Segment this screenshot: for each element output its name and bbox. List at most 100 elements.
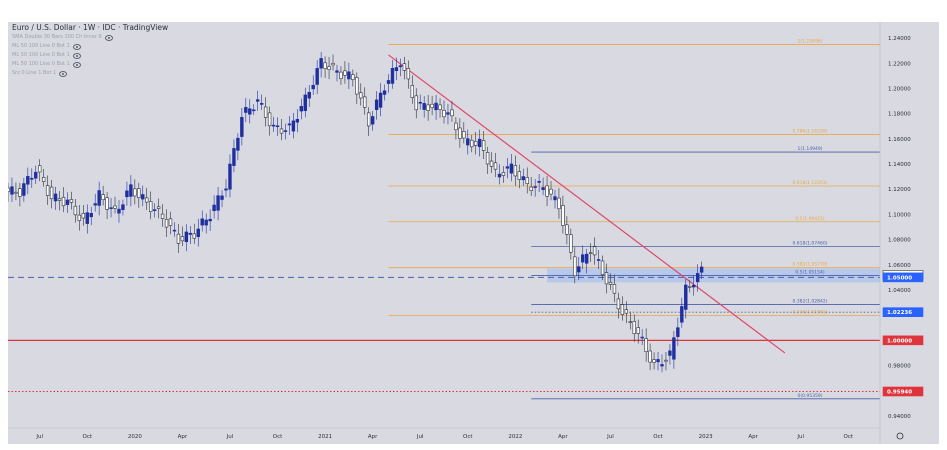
candle-body <box>569 234 573 253</box>
fib-level-label: 0.236(1.01981) <box>792 309 827 315</box>
candle-body <box>125 190 129 198</box>
price-badge-label: 1.00000 <box>887 338 912 344</box>
candle-body <box>363 96 367 108</box>
candle-body <box>252 109 256 112</box>
candle-body <box>315 68 319 85</box>
candle-body <box>196 228 200 238</box>
candle-body <box>624 309 629 314</box>
candle-body <box>41 177 46 182</box>
candle-body <box>232 148 236 166</box>
candle-body <box>81 212 86 219</box>
fib-level-label: 0.5(1.09415) <box>795 216 825 222</box>
indicator-row[interactable]: Srz 0 Line 1 Bot 1 <box>12 69 168 78</box>
candle-body <box>442 109 446 118</box>
candle-body <box>366 112 371 127</box>
candle-body <box>256 99 260 102</box>
eye-icon[interactable] <box>59 70 68 77</box>
candle-body <box>38 165 42 173</box>
candle-body <box>672 337 676 360</box>
candle-body <box>109 207 113 209</box>
x-tick-label: Apr <box>558 434 568 440</box>
candle-body <box>355 77 359 95</box>
candle-body <box>61 196 66 207</box>
descending-trendline <box>388 54 786 354</box>
eye-icon[interactable] <box>72 52 81 59</box>
candle-body <box>275 125 280 128</box>
indicator-row[interactable]: ML 50 100 Line 0 Bot 1 <box>12 60 168 69</box>
candle-body <box>699 266 704 273</box>
candle-body <box>581 254 585 263</box>
candle-body <box>458 127 462 139</box>
y-tick-label: 1.20000 <box>888 86 911 92</box>
x-tick-label: Jul <box>35 434 43 440</box>
y-tick-label: 1.22000 <box>888 61 911 67</box>
candle-body <box>65 199 70 205</box>
chart-legend: Euro / U.S. Dollar · 1W · IDC · TradingV… <box>12 22 168 78</box>
price-badge-label: 1.05000 <box>887 275 912 281</box>
candle-body <box>160 213 165 219</box>
candle-body <box>164 218 169 228</box>
candle-body <box>279 128 284 134</box>
candle-body <box>180 236 185 242</box>
candle-body <box>113 205 117 209</box>
indicator-label: ML 50 100 Line 0 Bot 1 <box>12 52 70 58</box>
x-tick-label: 2021 <box>318 434 332 440</box>
candle-body <box>660 364 664 367</box>
x-tick-label: Oct <box>83 434 93 440</box>
candle-body <box>680 306 684 323</box>
candle-body <box>497 173 502 178</box>
candle-body <box>89 213 93 218</box>
candle-body <box>172 229 177 232</box>
eye-icon[interactable] <box>72 43 81 50</box>
candle-body <box>481 140 486 151</box>
candle-body <box>133 188 137 197</box>
candle-body <box>73 205 78 216</box>
candle-body <box>616 298 621 310</box>
candle-body <box>53 193 58 202</box>
x-tick-label: 2022 <box>508 434 522 440</box>
candle-body <box>236 137 240 151</box>
candle-body <box>608 281 613 285</box>
candle-body <box>327 66 331 70</box>
candle-body <box>406 68 411 80</box>
y-tick-label: 0.94000 <box>888 414 911 420</box>
x-tick-label: Apr <box>368 434 378 440</box>
fib-level-label: 0.382(1.05770) <box>792 262 827 268</box>
candle-body <box>117 208 121 214</box>
candle-body <box>374 99 379 110</box>
candle-body <box>612 284 617 294</box>
y-tick-label: 1.10000 <box>888 212 911 218</box>
candle-body <box>695 273 700 283</box>
candle-body <box>184 231 189 243</box>
candle-body <box>438 104 442 110</box>
candle-body <box>271 124 276 127</box>
candle-body <box>501 172 506 176</box>
indicator-row[interactable]: SMA Double 30 Bars 100 Ch Inner 9 <box>12 33 168 42</box>
indicator-row[interactable]: ML 50 100 Line 0 Bot 1 <box>12 51 168 60</box>
candle-body <box>402 63 407 71</box>
indicator-row[interactable]: ML 50 100 Line 0 Bot 1 <box>12 42 168 51</box>
candle-body <box>240 117 244 137</box>
candle-body <box>664 359 668 362</box>
candle-body <box>644 338 648 352</box>
candle-body <box>382 90 387 95</box>
candle-body <box>212 204 216 212</box>
candle-body <box>168 218 173 226</box>
candle-body <box>430 103 434 108</box>
candlestick-chart[interactable]: 1(1.23496) 0.786(1.16339) 0.618(1.12253) 0.… <box>6 22 939 444</box>
candle-body <box>347 71 351 80</box>
settings-gear-icon[interactable] <box>896 432 904 440</box>
candle-body <box>22 183 26 196</box>
candle-body <box>148 201 153 212</box>
candle-body <box>466 138 470 146</box>
fib-level-label: 0.786(1.16339) <box>792 129 827 135</box>
eye-icon[interactable] <box>72 61 81 68</box>
candle-body <box>470 139 474 148</box>
candle-body <box>45 185 50 196</box>
candle-body <box>513 165 518 177</box>
price-chart-panel[interactable]: 1(1.23496) 0.786(1.16339) 0.618(1.12253) 0.… <box>6 22 939 444</box>
eye-icon[interactable] <box>104 34 113 41</box>
candle-body <box>628 321 632 324</box>
y-tick-label: 1.24000 <box>888 36 911 42</box>
candle-body <box>319 58 323 69</box>
